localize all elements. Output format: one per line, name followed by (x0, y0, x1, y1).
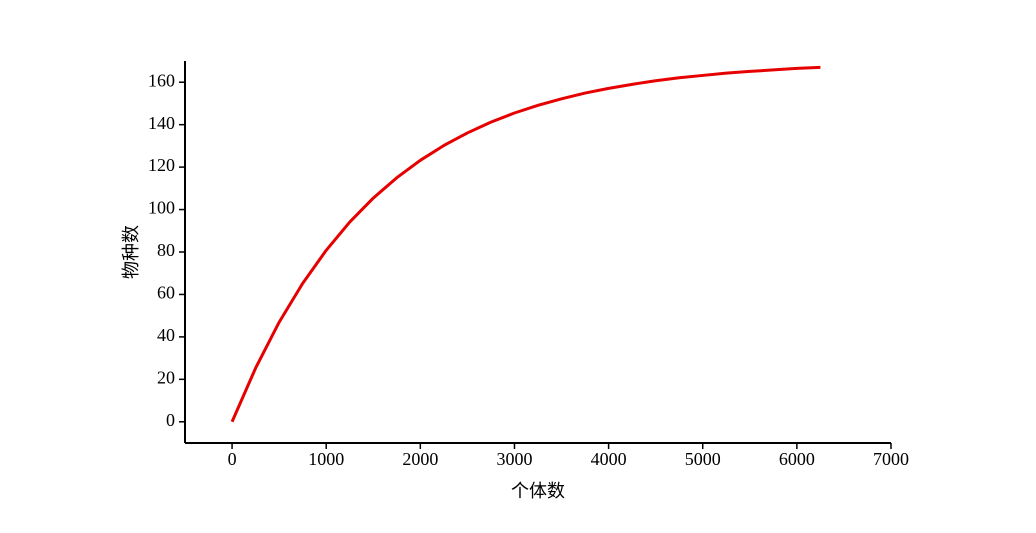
curve (230, 65, 821, 423)
y-tick-label: 120 (148, 155, 175, 175)
x-tick-label: 0 (228, 449, 237, 469)
y-tick-label: 160 (148, 70, 175, 90)
y-tick-label: 100 (148, 198, 175, 218)
y-tick-label: 60 (157, 283, 175, 303)
x-tick-label: 3000 (496, 449, 532, 469)
y-axis-label: 物种数 (121, 225, 141, 279)
y-tick-label: 0 (166, 410, 175, 430)
x-tick-label: 6000 (779, 449, 815, 469)
x-tick-label: 4000 (591, 449, 627, 469)
y-tick-label: 40 (157, 325, 175, 345)
y-tick-label: 140 (148, 113, 175, 133)
x-axis-label: 个体数 (511, 481, 565, 501)
x-tick-label: 7000 (873, 449, 909, 469)
x-tick-label: 2000 (402, 449, 438, 469)
x-tick-label: 5000 (685, 449, 721, 469)
y-tick-label: 80 (157, 240, 175, 260)
x-tick-label: 1000 (308, 449, 344, 469)
y-tick-label: 20 (157, 367, 175, 387)
